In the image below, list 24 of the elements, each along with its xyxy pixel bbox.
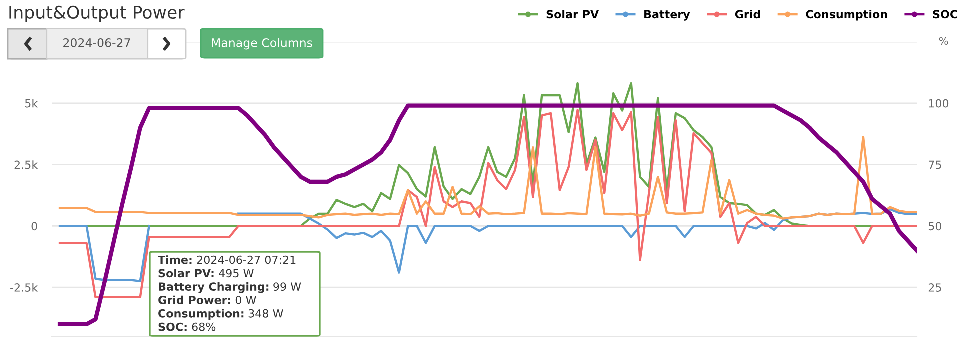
y-tick-label: -2.5k <box>10 283 38 292</box>
y-tick-label: 0 <box>32 222 38 231</box>
legend-label: Grid <box>735 10 760 19</box>
y2-tick-label: 100 <box>929 99 949 108</box>
annotation: SOC: 68% <box>158 322 216 332</box>
y2-tick-label: 50 <box>928 222 942 231</box>
annotation: 2024-06-27 <box>64 38 130 48</box>
annotation: Solar PV: 495 W <box>158 269 254 278</box>
annotation: Time: 2024-06-27 07:21 <box>158 256 296 264</box>
annotation: Grid Power: 0 W <box>158 296 256 304</box>
chart-title: Input&Output Power <box>10 6 185 22</box>
y2-tick-label: 25 <box>928 284 942 292</box>
legend-label: Solar PV <box>546 10 600 19</box>
legend-label: SOC <box>933 10 958 19</box>
y-tick-label: 2.5k <box>14 160 38 170</box>
legend-label: Battery <box>644 10 690 21</box>
y2-axis-title: % <box>939 37 948 46</box>
annotation: Battery Charging: 99 W <box>159 282 302 294</box>
annotation: Consumption: 348 W <box>158 309 284 320</box>
legend-label: Consumption <box>806 10 888 21</box>
line-series <box>58 136 917 220</box>
annotation: Manage Columns <box>212 38 312 50</box>
y-tick-label: 5k <box>25 99 38 108</box>
y2-tick-label: 75 <box>929 160 942 170</box>
